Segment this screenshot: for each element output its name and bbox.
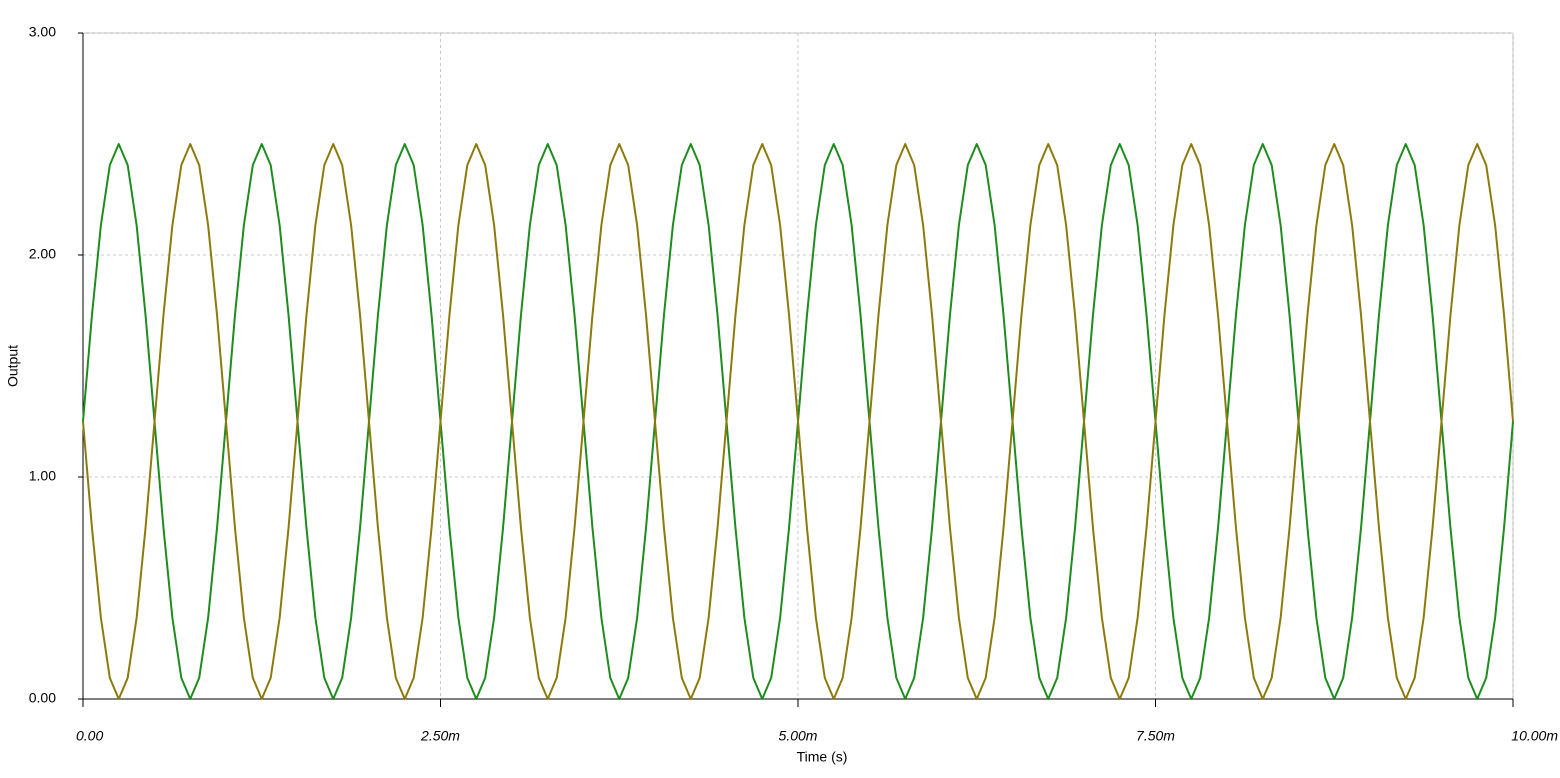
y-tick-label: 2.00 [29, 246, 56, 262]
y-tick-label: 3.00 [29, 24, 56, 40]
y-tick-label: 0.00 [29, 690, 56, 706]
x-tick-label: 5.00m [779, 728, 818, 744]
y-axis-label: Output [5, 345, 21, 387]
x-axis-label: Time (s) [797, 749, 848, 765]
series-line [82, 143, 1514, 700]
x-tick-label: 7.50m [1136, 728, 1175, 744]
x-tick-label: 10.00m [1511, 728, 1558, 744]
x-tick-label: 2.50m [420, 728, 460, 744]
x-tick-label: 0.00 [76, 728, 103, 744]
y-tick-label: 1.00 [29, 468, 56, 484]
